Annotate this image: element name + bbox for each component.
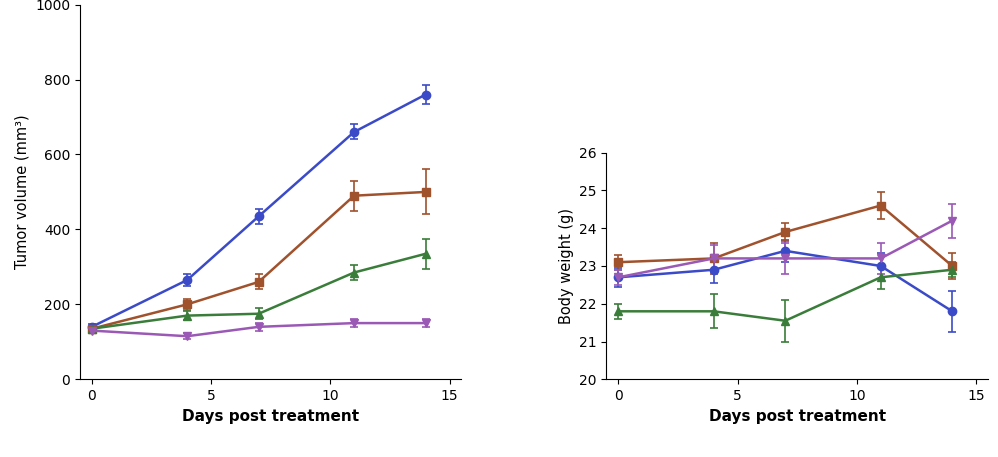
Legend: Vehicle group, Test compound dose 1, Test compound dose 2, Test compound dose 3: Vehicle group, Test compound dose 1, Tes… (652, 34, 852, 114)
Y-axis label: Body weight (g): Body weight (g) (559, 208, 574, 324)
X-axis label: Days post treatment: Days post treatment (709, 409, 886, 424)
X-axis label: Days post treatment: Days post treatment (182, 409, 359, 424)
Y-axis label: Tumor volume (mm³): Tumor volume (mm³) (14, 115, 29, 269)
